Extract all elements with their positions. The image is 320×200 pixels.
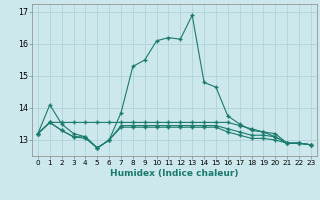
X-axis label: Humidex (Indice chaleur): Humidex (Indice chaleur) (110, 169, 239, 178)
